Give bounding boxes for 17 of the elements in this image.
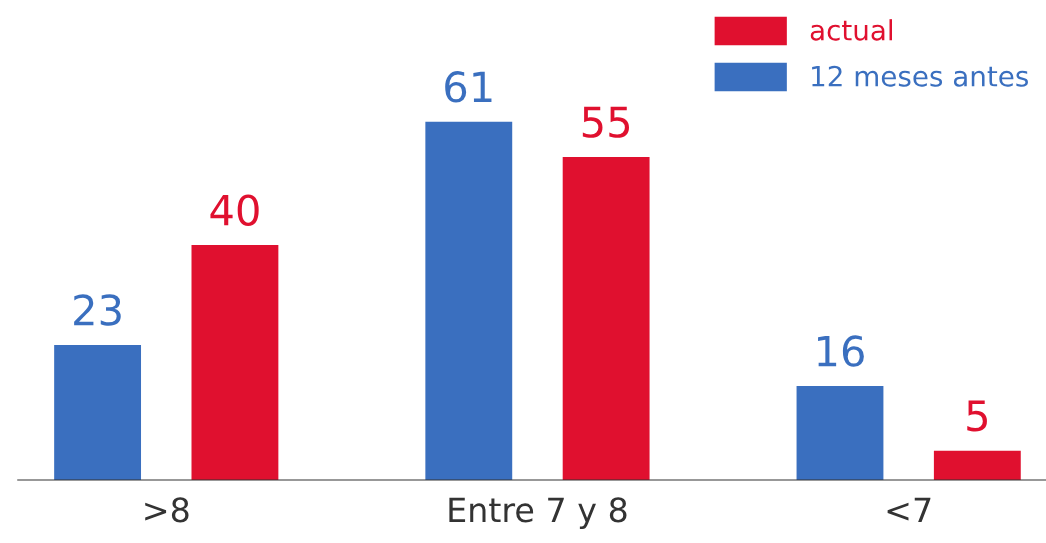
data-label: 16: [818, 335, 864, 367]
data-label: 23: [74, 294, 121, 326]
bar: [933, 450, 1021, 481]
data-label: 55: [582, 106, 629, 138]
bar: [191, 245, 279, 481]
legend-label: 12 meses antes: [812, 65, 1028, 87]
x-tick-label: Entre 7 y 8: [449, 497, 627, 529]
legend-label: actual: [810, 19, 892, 41]
data-label: 61: [445, 71, 492, 103]
bar: [796, 386, 884, 481]
x-tick-label: <7: [887, 497, 931, 523]
data-label: 40: [210, 194, 259, 226]
bar: [562, 157, 650, 481]
data-label: 5: [967, 400, 987, 432]
bar: [425, 121, 513, 481]
bar: [54, 344, 142, 481]
x-tick-label: >8: [145, 497, 189, 523]
